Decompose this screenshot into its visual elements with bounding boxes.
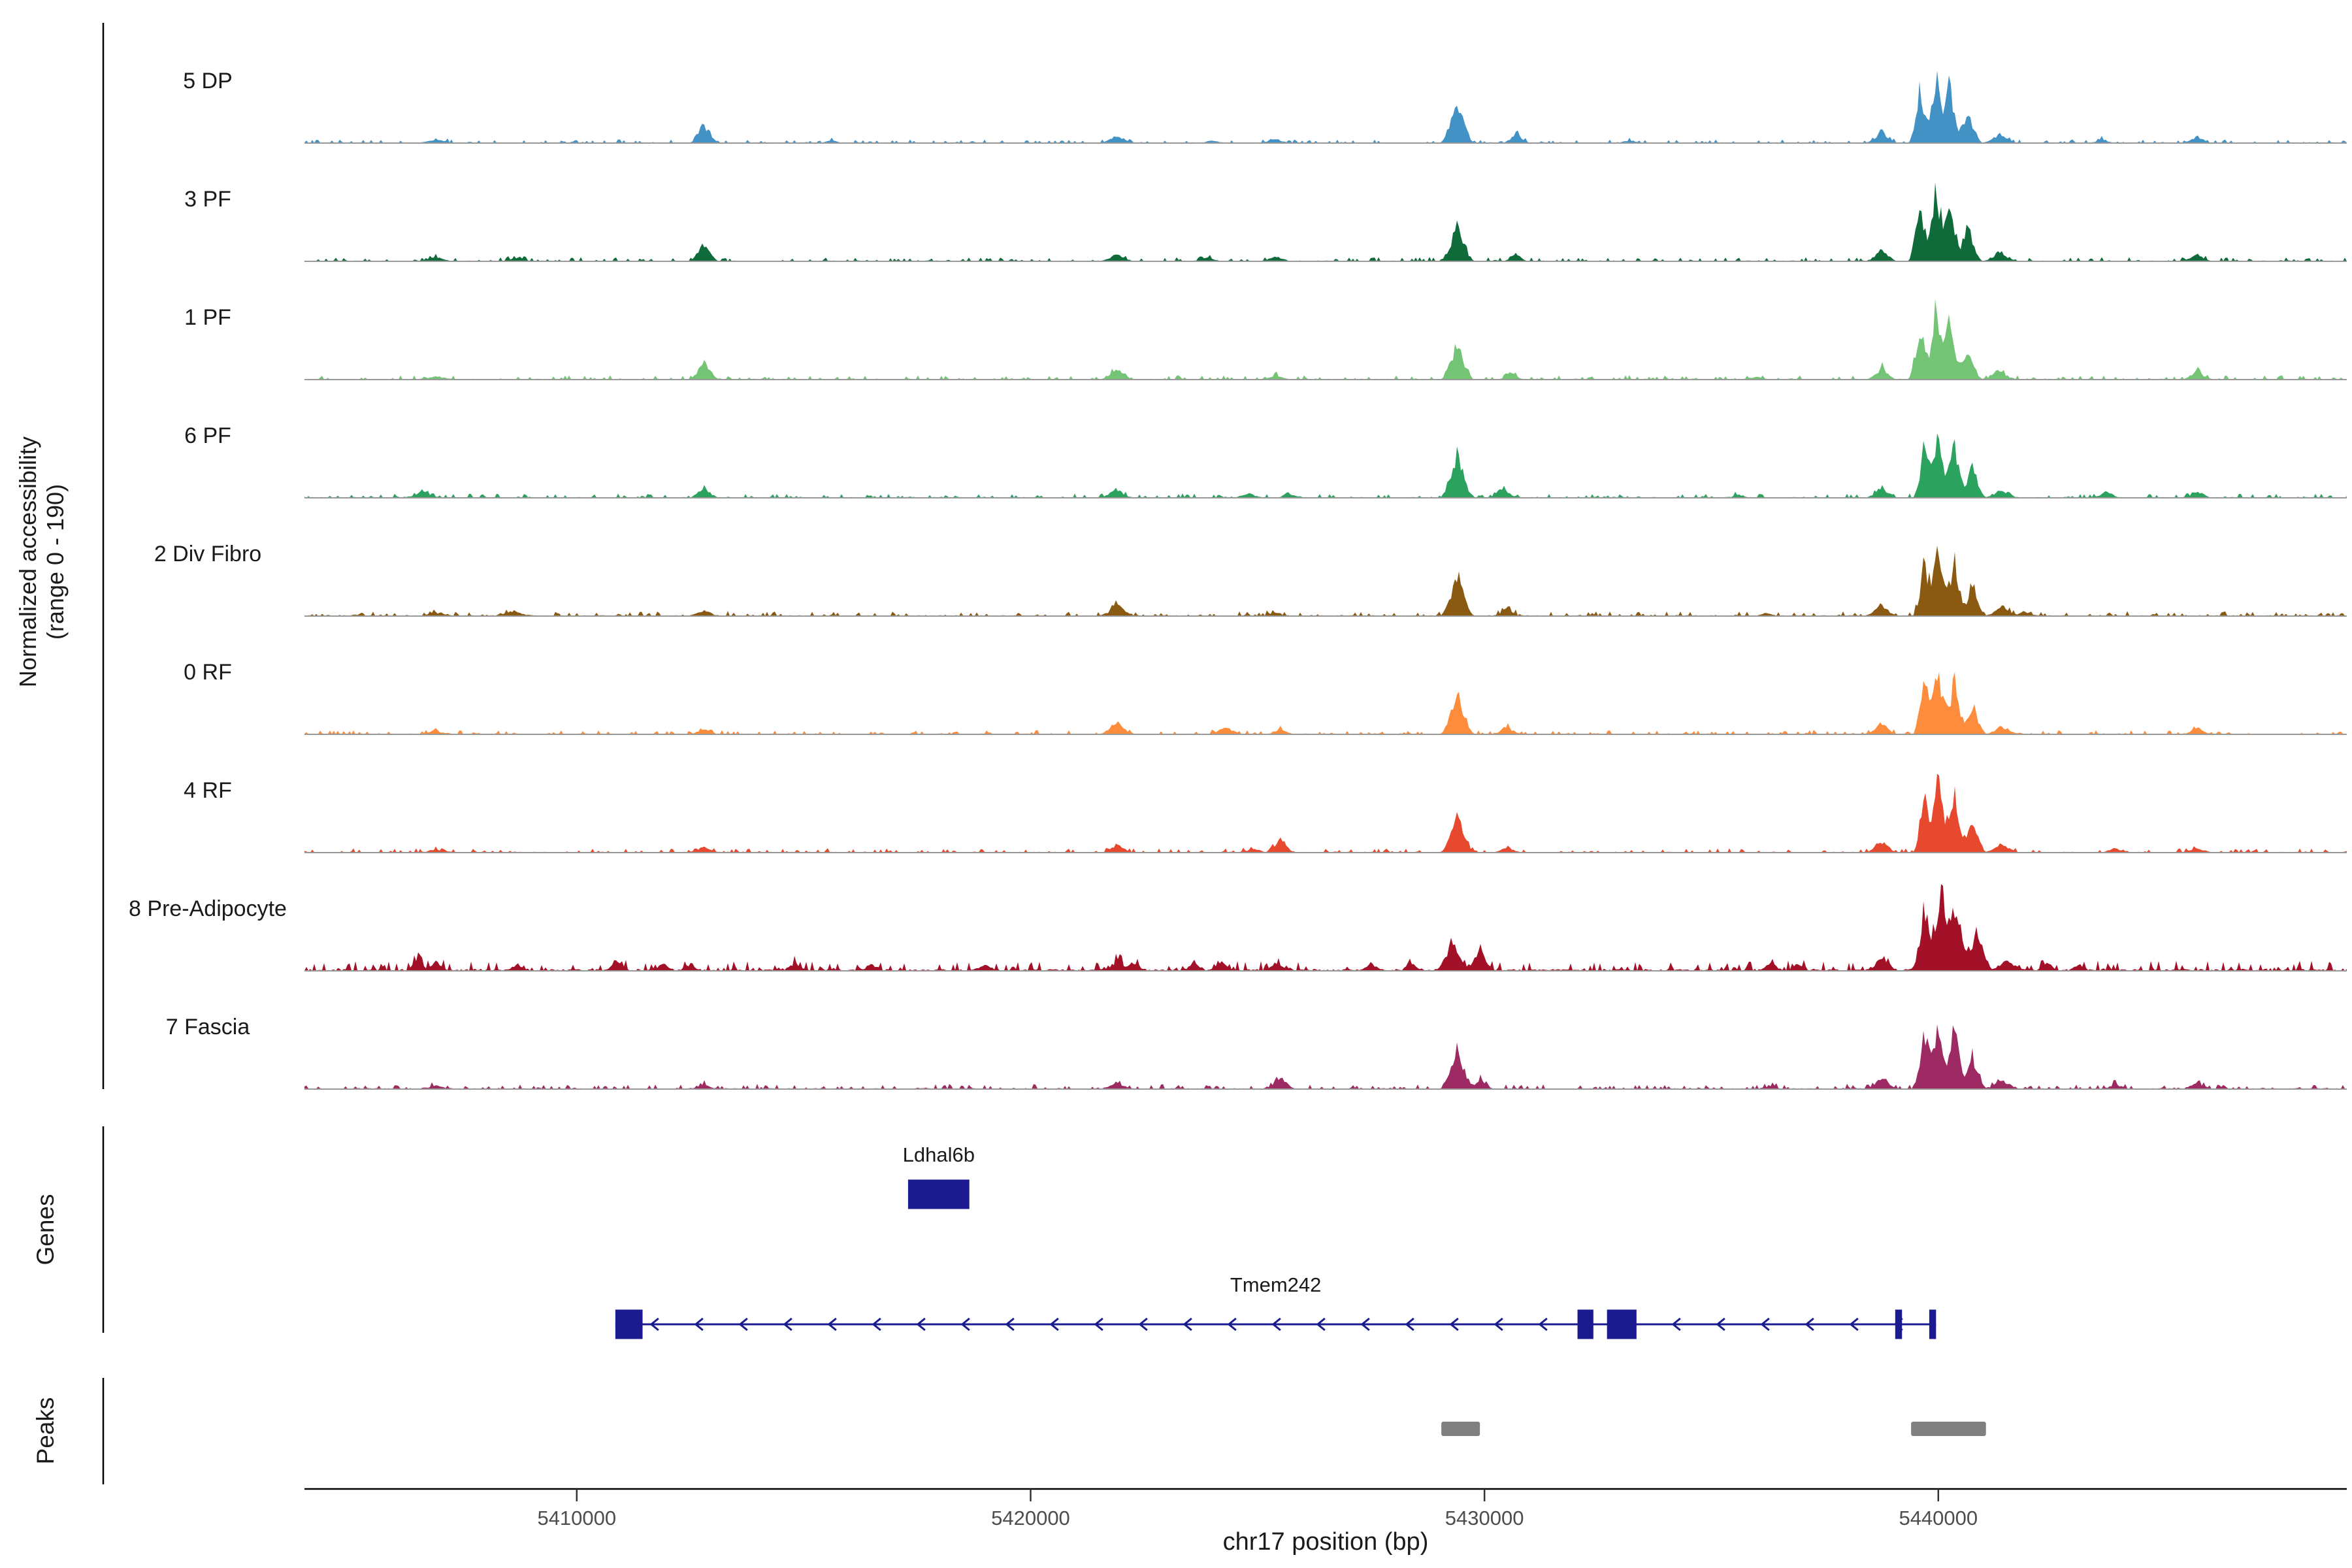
- x-tick-label: 5440000: [1899, 1507, 1978, 1529]
- gene-exon: [615, 1309, 643, 1339]
- gene-exon: [1577, 1309, 1593, 1339]
- y-axis-label-line1: Normalized accessibility: [14, 436, 41, 687]
- track-label: 4 RF: [184, 778, 232, 803]
- minus-strand-arrow-icon: [1271, 1317, 1281, 1331]
- track-signal-2-div-fibro: [304, 546, 2347, 616]
- x-tick-label: 5420000: [991, 1507, 1070, 1529]
- minus-strand-arrow-icon: [1183, 1317, 1192, 1331]
- minus-strand-arrow-icon: [1760, 1317, 1770, 1331]
- minus-strand-arrow-icon: [1449, 1317, 1459, 1331]
- peak-region: [1911, 1422, 1986, 1436]
- minus-strand-arrow-icon: [1360, 1317, 1370, 1331]
- track-label: 8 Pre-Adipocyte: [129, 896, 287, 921]
- minus-strand-arrow-icon: [1005, 1317, 1015, 1331]
- peak-region: [1441, 1422, 1480, 1436]
- minus-strand-arrow-icon: [738, 1317, 748, 1331]
- gene-exon: [1607, 1309, 1637, 1339]
- gene-label: Tmem242: [1230, 1273, 1322, 1296]
- peaks-track: [1441, 1422, 1986, 1436]
- gene-exon: [907, 1179, 970, 1209]
- x-tick-label: 5410000: [537, 1507, 616, 1529]
- minus-strand-arrow-icon: [872, 1317, 881, 1331]
- track-signal-1-pf: [304, 299, 2347, 380]
- accessibility-tracks: 5 DP 3 PF 1 PF 6 PF 2 Div Fibro 0 RF 4 RF 8 Pre…: [129, 69, 2347, 1090]
- gene-exon: [1895, 1309, 1903, 1339]
- minus-strand-arrow-icon: [1227, 1317, 1237, 1331]
- track-signal-8-pre-adipocyte: [304, 884, 2347, 971]
- gene-label: Ldhal6b: [903, 1143, 975, 1166]
- minus-strand-arrow-icon: [1538, 1317, 1548, 1331]
- minus-strand-arrow-icon: [1316, 1317, 1326, 1331]
- minus-strand-arrow-icon: [827, 1317, 837, 1331]
- minus-strand-arrow-icon: [1138, 1317, 1148, 1331]
- track-label: 5 DP: [183, 69, 233, 93]
- track-label: 7 Fascia: [166, 1015, 250, 1039]
- minus-strand-arrow-icon: [1094, 1317, 1103, 1331]
- track-signal-6-pf: [304, 433, 2347, 498]
- minus-strand-arrow-icon: [960, 1317, 970, 1331]
- track-signal-0-rf: [304, 672, 2347, 734]
- x-axis-title: chr17 position (bp): [1223, 1528, 1429, 1556]
- minus-strand-arrow-icon: [649, 1317, 659, 1331]
- minus-strand-arrow-icon: [916, 1317, 926, 1331]
- peaks-section-label: Peaks: [32, 1397, 59, 1465]
- x-axis: 5410000 5420000 5430000 5440000: [537, 1489, 1978, 1529]
- minus-strand-arrow-icon: [1405, 1317, 1414, 1331]
- minus-strand-arrow-icon: [1671, 1317, 1681, 1331]
- minus-strand-arrow-icon: [1049, 1317, 1059, 1331]
- track-label: 6 PF: [184, 423, 231, 448]
- minus-strand-arrow-icon: [1716, 1317, 1725, 1331]
- y-axis-label-line2: (range 0 - 190): [42, 484, 69, 640]
- track-label: 0 RF: [184, 660, 232, 685]
- minus-strand-arrow-icon: [1849, 1317, 1859, 1331]
- track-label: 1 PF: [184, 305, 231, 330]
- track-signal-3-pf: [304, 182, 2347, 261]
- track-signal-5-dp: [304, 71, 2347, 143]
- genes-track: Ldhal6b Tmem242: [615, 1143, 1936, 1339]
- genes-section-label: Genes: [32, 1194, 59, 1265]
- minus-strand-arrow-icon: [1805, 1317, 1814, 1331]
- minus-strand-arrow-icon: [694, 1317, 704, 1331]
- gene-exon: [1929, 1309, 1936, 1339]
- minus-strand-arrow-icon: [1494, 1317, 1503, 1331]
- track-signal-7-fascia: [304, 1024, 2347, 1089]
- track-signal-4-rf: [304, 774, 2347, 853]
- track-label: 2 Div Fibro: [154, 542, 261, 566]
- minus-strand-arrow-icon: [783, 1317, 792, 1331]
- x-tick-label: 5430000: [1445, 1507, 1524, 1529]
- track-label: 3 PF: [184, 187, 231, 212]
